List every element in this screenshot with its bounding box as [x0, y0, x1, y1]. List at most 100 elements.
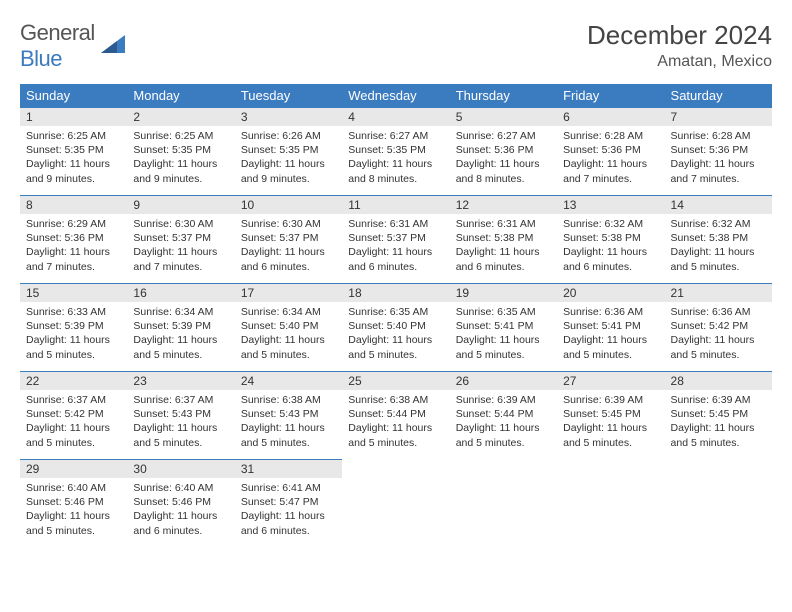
sunset-text: Sunset: 5:38 PM — [671, 231, 766, 245]
calendar-cell: 23Sunrise: 6:37 AMSunset: 5:43 PMDayligh… — [127, 371, 234, 459]
day-body: Sunrise: 6:25 AMSunset: 5:35 PMDaylight:… — [127, 126, 234, 190]
sunset-text: Sunset: 5:35 PM — [133, 143, 228, 157]
calendar-cell: 5Sunrise: 6:27 AMSunset: 5:36 PMDaylight… — [450, 107, 557, 195]
sunset-text: Sunset: 5:37 PM — [241, 231, 336, 245]
day-number: 3 — [235, 107, 342, 126]
day-header: Saturday — [665, 84, 772, 107]
sunrise-text: Sunrise: 6:40 AM — [133, 481, 228, 495]
sunset-text: Sunset: 5:44 PM — [348, 407, 443, 421]
sunrise-text: Sunrise: 6:39 AM — [563, 393, 658, 407]
sunset-text: Sunset: 5:42 PM — [26, 407, 121, 421]
day-number: 15 — [20, 283, 127, 302]
day-body: Sunrise: 6:38 AMSunset: 5:44 PMDaylight:… — [342, 390, 449, 454]
sunrise-text: Sunrise: 6:39 AM — [456, 393, 551, 407]
day-body: Sunrise: 6:30 AMSunset: 5:37 PMDaylight:… — [127, 214, 234, 278]
calendar-cell: 25Sunrise: 6:38 AMSunset: 5:44 PMDayligh… — [342, 371, 449, 459]
daylight-text: Daylight: 11 hours and 5 minutes. — [348, 333, 443, 361]
daylight-text: Daylight: 11 hours and 9 minutes. — [241, 157, 336, 185]
sunset-text: Sunset: 5:44 PM — [456, 407, 551, 421]
day-body: Sunrise: 6:28 AMSunset: 5:36 PMDaylight:… — [665, 126, 772, 190]
sunset-text: Sunset: 5:40 PM — [241, 319, 336, 333]
sunrise-text: Sunrise: 6:32 AM — [671, 217, 766, 231]
location: Amatan, Mexico — [587, 53, 772, 71]
sunrise-text: Sunrise: 6:33 AM — [26, 305, 121, 319]
calendar-cell: 26Sunrise: 6:39 AMSunset: 5:44 PMDayligh… — [450, 371, 557, 459]
day-body: Sunrise: 6:34 AMSunset: 5:39 PMDaylight:… — [127, 302, 234, 366]
day-number: 9 — [127, 195, 234, 214]
daylight-text: Daylight: 11 hours and 5 minutes. — [133, 421, 228, 449]
daylight-text: Daylight: 11 hours and 5 minutes. — [26, 421, 121, 449]
sunset-text: Sunset: 5:42 PM — [671, 319, 766, 333]
calendar-week: 22Sunrise: 6:37 AMSunset: 5:42 PMDayligh… — [20, 371, 772, 459]
sunset-text: Sunset: 5:47 PM — [241, 495, 336, 509]
calendar-cell: 11Sunrise: 6:31 AMSunset: 5:37 PMDayligh… — [342, 195, 449, 283]
day-body: Sunrise: 6:40 AMSunset: 5:46 PMDaylight:… — [20, 478, 127, 542]
day-number: 17 — [235, 283, 342, 302]
sunrise-text: Sunrise: 6:29 AM — [26, 217, 121, 231]
day-body: Sunrise: 6:26 AMSunset: 5:35 PMDaylight:… — [235, 126, 342, 190]
daylight-text: Daylight: 11 hours and 8 minutes. — [348, 157, 443, 185]
day-number: 21 — [665, 283, 772, 302]
sunset-text: Sunset: 5:40 PM — [348, 319, 443, 333]
daylight-text: Daylight: 11 hours and 5 minutes. — [241, 421, 336, 449]
daylight-text: Daylight: 11 hours and 6 minutes. — [133, 509, 228, 537]
calendar-week: 1Sunrise: 6:25 AMSunset: 5:35 PMDaylight… — [20, 107, 772, 195]
day-number: 29 — [20, 459, 127, 478]
month-title: December 2024 — [587, 20, 772, 51]
day-body: Sunrise: 6:27 AMSunset: 5:36 PMDaylight:… — [450, 126, 557, 190]
day-body: Sunrise: 6:36 AMSunset: 5:41 PMDaylight:… — [557, 302, 664, 366]
day-number: 12 — [450, 195, 557, 214]
day-number: 14 — [665, 195, 772, 214]
calendar-cell: 2Sunrise: 6:25 AMSunset: 5:35 PMDaylight… — [127, 107, 234, 195]
sunset-text: Sunset: 5:46 PM — [26, 495, 121, 509]
sunrise-text: Sunrise: 6:31 AM — [456, 217, 551, 231]
calendar-cell: 6Sunrise: 6:28 AMSunset: 5:36 PMDaylight… — [557, 107, 664, 195]
daylight-text: Daylight: 11 hours and 6 minutes. — [241, 245, 336, 273]
day-body: Sunrise: 6:28 AMSunset: 5:36 PMDaylight:… — [557, 126, 664, 190]
day-body: Sunrise: 6:37 AMSunset: 5:43 PMDaylight:… — [127, 390, 234, 454]
day-header: Thursday — [450, 84, 557, 107]
day-header: Sunday — [20, 84, 127, 107]
daylight-text: Daylight: 11 hours and 9 minutes. — [26, 157, 121, 185]
calendar-head: SundayMondayTuesdayWednesdayThursdayFrid… — [20, 84, 772, 107]
daylight-text: Daylight: 11 hours and 5 minutes. — [456, 421, 551, 449]
sunset-text: Sunset: 5:43 PM — [133, 407, 228, 421]
day-body: Sunrise: 6:39 AMSunset: 5:44 PMDaylight:… — [450, 390, 557, 454]
logo-text: General Blue — [20, 20, 95, 72]
daylight-text: Daylight: 11 hours and 5 minutes. — [241, 333, 336, 361]
day-header: Monday — [127, 84, 234, 107]
sunrise-text: Sunrise: 6:34 AM — [241, 305, 336, 319]
sunrise-text: Sunrise: 6:25 AM — [133, 129, 228, 143]
sunset-text: Sunset: 5:39 PM — [26, 319, 121, 333]
sunset-text: Sunset: 5:35 PM — [26, 143, 121, 157]
sunset-text: Sunset: 5:36 PM — [671, 143, 766, 157]
sunset-text: Sunset: 5:45 PM — [671, 407, 766, 421]
day-number: 18 — [342, 283, 449, 302]
sunrise-text: Sunrise: 6:31 AM — [348, 217, 443, 231]
day-number: 31 — [235, 459, 342, 478]
sunrise-text: Sunrise: 6:35 AM — [456, 305, 551, 319]
sunset-text: Sunset: 5:41 PM — [563, 319, 658, 333]
day-body: Sunrise: 6:31 AMSunset: 5:38 PMDaylight:… — [450, 214, 557, 278]
calendar-cell: 30Sunrise: 6:40 AMSunset: 5:46 PMDayligh… — [127, 459, 234, 547]
calendar-week: 29Sunrise: 6:40 AMSunset: 5:46 PMDayligh… — [20, 459, 772, 547]
sunrise-text: Sunrise: 6:30 AM — [241, 217, 336, 231]
day-body: Sunrise: 6:40 AMSunset: 5:46 PMDaylight:… — [127, 478, 234, 542]
sunset-text: Sunset: 5:38 PM — [563, 231, 658, 245]
sunrise-text: Sunrise: 6:28 AM — [671, 129, 766, 143]
daylight-text: Daylight: 11 hours and 5 minutes. — [133, 333, 228, 361]
calendar-cell: 12Sunrise: 6:31 AMSunset: 5:38 PMDayligh… — [450, 195, 557, 283]
day-number: 26 — [450, 371, 557, 390]
day-number: 28 — [665, 371, 772, 390]
calendar-cell — [342, 459, 449, 547]
title-block: December 2024 Amatan, Mexico — [587, 20, 772, 71]
day-body: Sunrise: 6:27 AMSunset: 5:35 PMDaylight:… — [342, 126, 449, 190]
calendar-cell: 20Sunrise: 6:36 AMSunset: 5:41 PMDayligh… — [557, 283, 664, 371]
calendar-cell: 14Sunrise: 6:32 AMSunset: 5:38 PMDayligh… — [665, 195, 772, 283]
day-header-row: SundayMondayTuesdayWednesdayThursdayFrid… — [20, 84, 772, 107]
sunrise-text: Sunrise: 6:28 AM — [563, 129, 658, 143]
day-body: Sunrise: 6:32 AMSunset: 5:38 PMDaylight:… — [557, 214, 664, 278]
calendar-cell: 1Sunrise: 6:25 AMSunset: 5:35 PMDaylight… — [20, 107, 127, 195]
day-number: 24 — [235, 371, 342, 390]
sunrise-text: Sunrise: 6:27 AM — [348, 129, 443, 143]
